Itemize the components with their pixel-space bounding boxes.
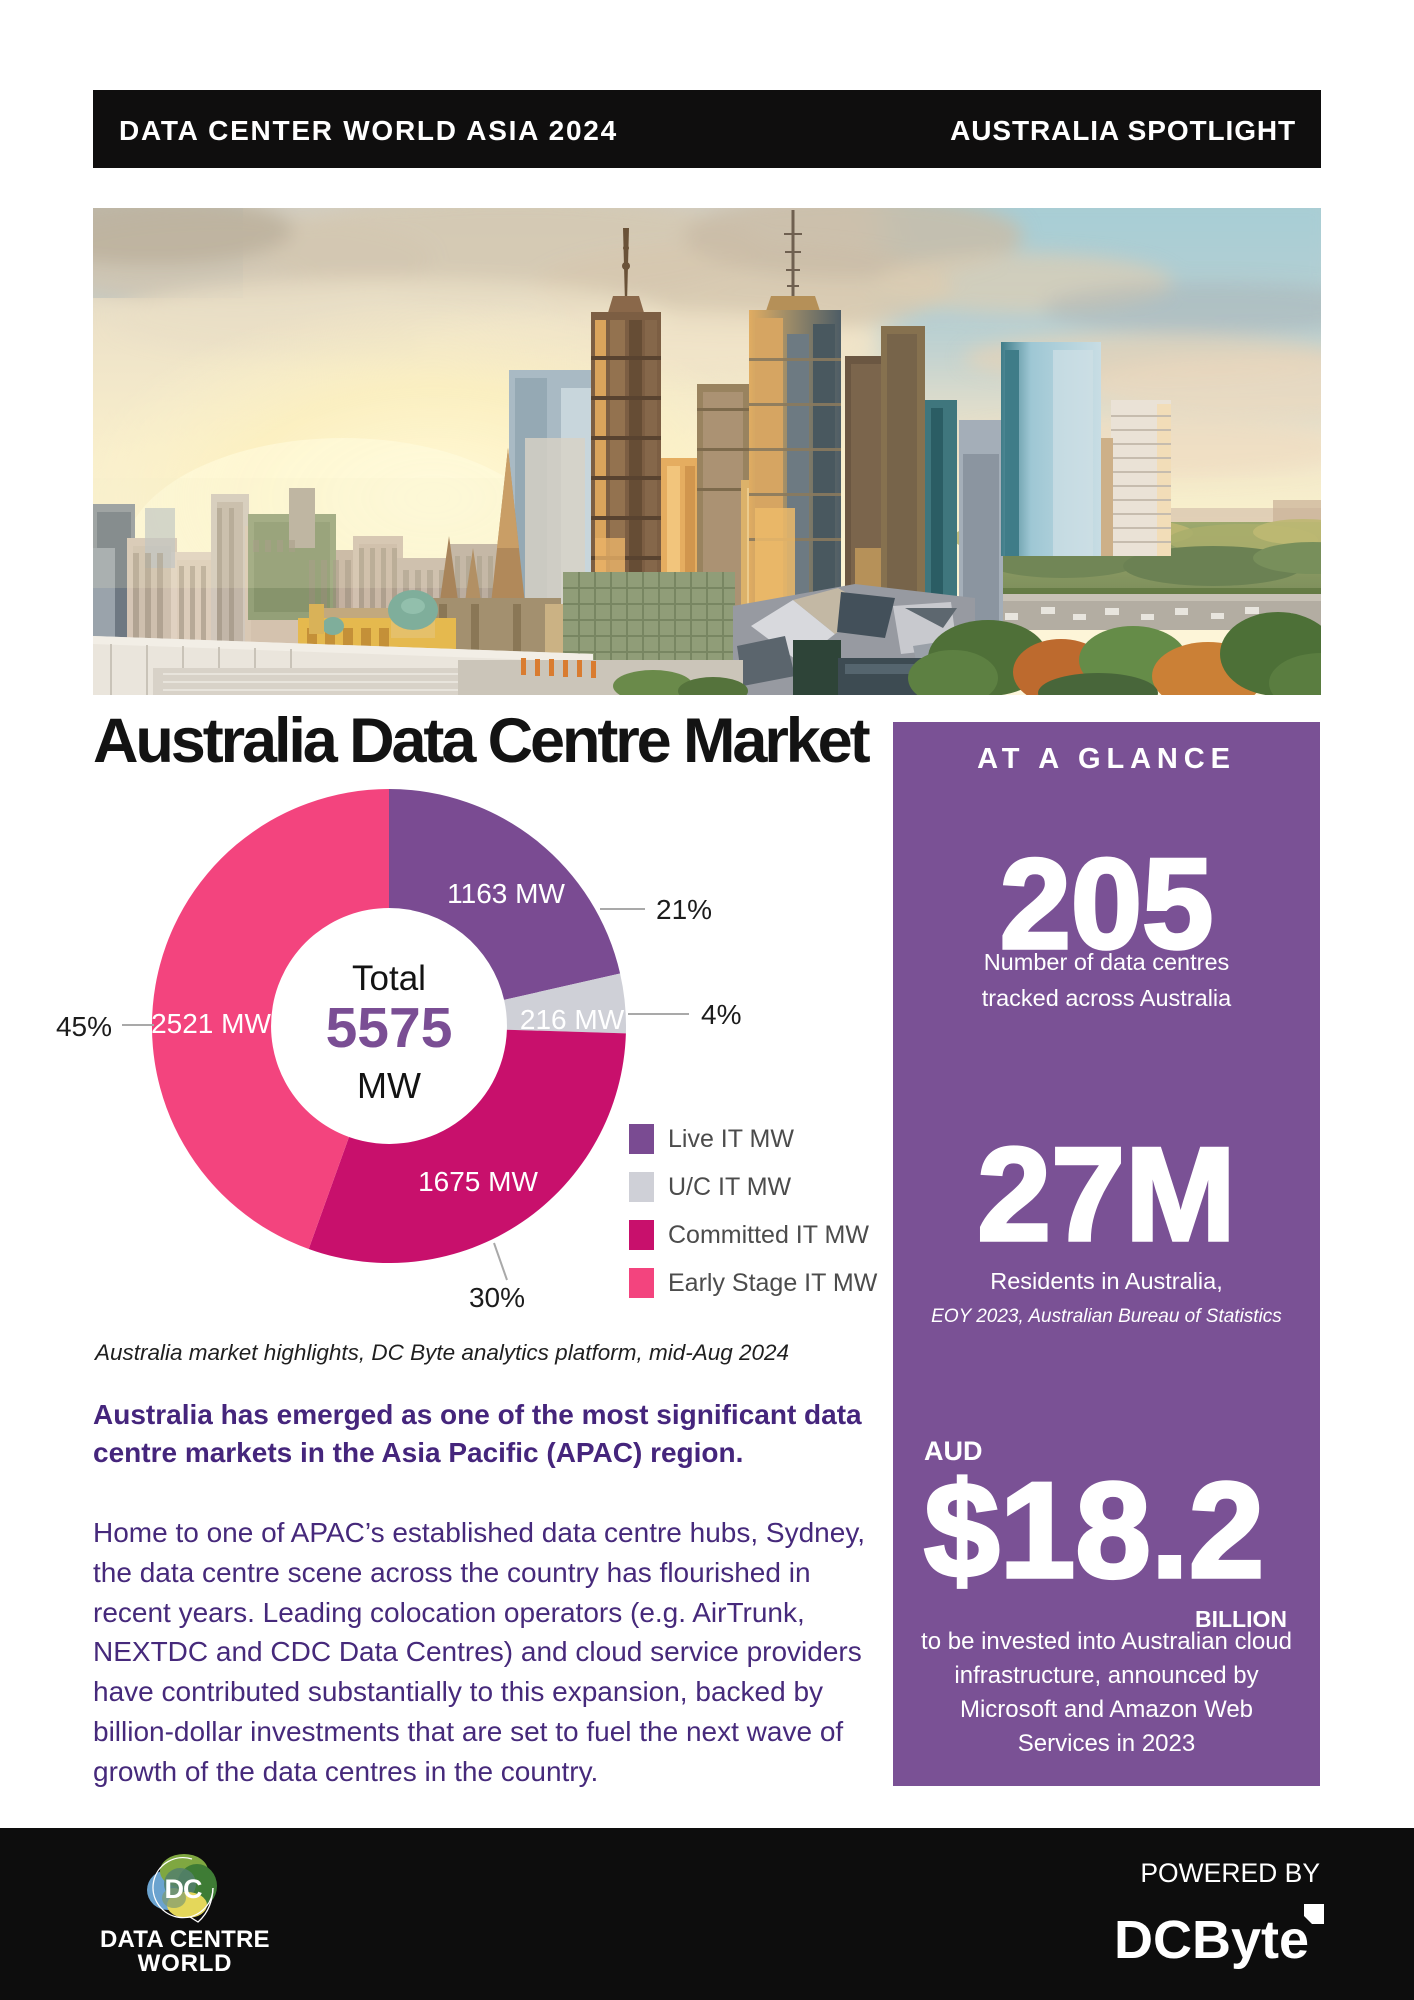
svg-text:21%: 21% — [656, 894, 712, 925]
svg-text:1163 MW: 1163 MW — [447, 878, 565, 909]
svg-text:Live IT MW: Live IT MW — [668, 1125, 794, 1153]
svg-text:1675 MW: 1675 MW — [418, 1166, 538, 1197]
svg-text:30%: 30% — [469, 1282, 525, 1313]
svg-text:45%: 45% — [56, 1011, 112, 1042]
svg-text:5575: 5575 — [326, 996, 453, 1060]
svg-text:2521 MW: 2521 MW — [151, 1008, 271, 1039]
svg-text:Early Stage IT MW: Early Stage IT MW — [668, 1269, 878, 1297]
svg-text:Committed IT MW: Committed IT MW — [668, 1221, 869, 1249]
svg-text:MW: MW — [357, 1065, 421, 1106]
svg-text:DC: DC — [165, 1874, 202, 1904]
svg-text:4%: 4% — [701, 999, 741, 1030]
svg-text:216 MW: 216 MW — [520, 1004, 625, 1035]
svg-text:Total: Total — [352, 959, 426, 998]
svg-text:U/C IT MW: U/C IT MW — [668, 1173, 792, 1201]
